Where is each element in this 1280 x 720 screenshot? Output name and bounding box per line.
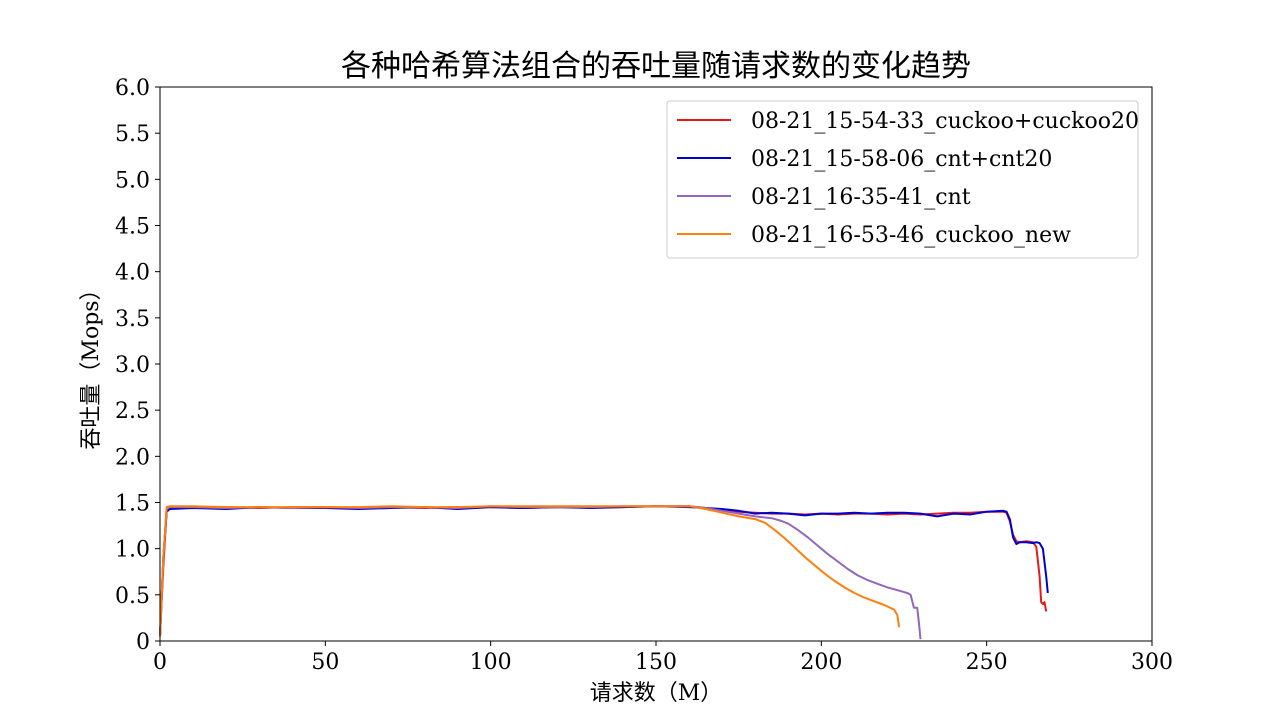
x-tick-label: 100 — [470, 650, 512, 675]
series-layer — [159, 505, 1049, 640]
y-tick-label: 3.0 — [115, 353, 150, 378]
y-tick-label: 2.0 — [115, 445, 150, 470]
legend-label-3: 08-21_16-53-46_cuckoo_new — [751, 223, 1071, 248]
y-tick-label: 3.5 — [115, 307, 150, 332]
y-tick-label: 5.0 — [115, 168, 150, 193]
y-axis: 0 0.5 1.0 1.5 2.0 2.5 3.0 3.5 4.0 4.5 5.0 5.5 6.0 — [115, 76, 160, 655]
x-tick-label: 200 — [800, 650, 842, 675]
x-tick-label: 300 — [1131, 650, 1173, 675]
legend-frame — [666, 100, 1139, 259]
x-axis: 0 50 100 150 200 250 300 — [153, 641, 1173, 675]
y-tick-label: 1.5 — [115, 492, 150, 517]
y-tick-label: 0.5 — [115, 584, 150, 609]
legend-label-1: 08-21_15-58-06_cnt+cnt20 — [751, 147, 1052, 172]
y-tick-label: 4.5 — [115, 215, 150, 240]
x-tick-label: 150 — [635, 650, 677, 675]
x-axis-label: 请求数（M） — [590, 681, 723, 706]
y-tick-label: 1.0 — [115, 538, 150, 563]
chart-title: 各种哈希算法组合的吞吐量随请求数的变化趋势 — [341, 49, 971, 84]
series-line-1 — [159, 505, 1049, 637]
y-tick-label: 2.5 — [115, 399, 150, 424]
legend-label-2: 08-21_16-35-41_cnt — [751, 185, 971, 210]
x-tick-label: 50 — [311, 650, 339, 675]
y-tick-label: 6.0 — [115, 76, 150, 101]
y-tick-label: 4.0 — [115, 261, 150, 286]
series-line-0 — [159, 505, 1048, 637]
legend: 08-21_15-54-33_cuckoo+cuckoo20 08-21_15-5… — [666, 100, 1139, 259]
legend-label-0: 08-21_15-54-33_cuckoo+cuckoo20 — [751, 109, 1139, 134]
series-line-2 — [159, 505, 922, 640]
y-axis-label: 吞吐量（Mops） — [79, 278, 104, 449]
y-tick-label: 0 — [136, 630, 150, 655]
series-line-3 — [159, 505, 900, 637]
y-tick-label: 5.5 — [115, 122, 150, 147]
x-tick-label: 250 — [966, 650, 1008, 675]
x-tick-label: 0 — [153, 650, 167, 675]
